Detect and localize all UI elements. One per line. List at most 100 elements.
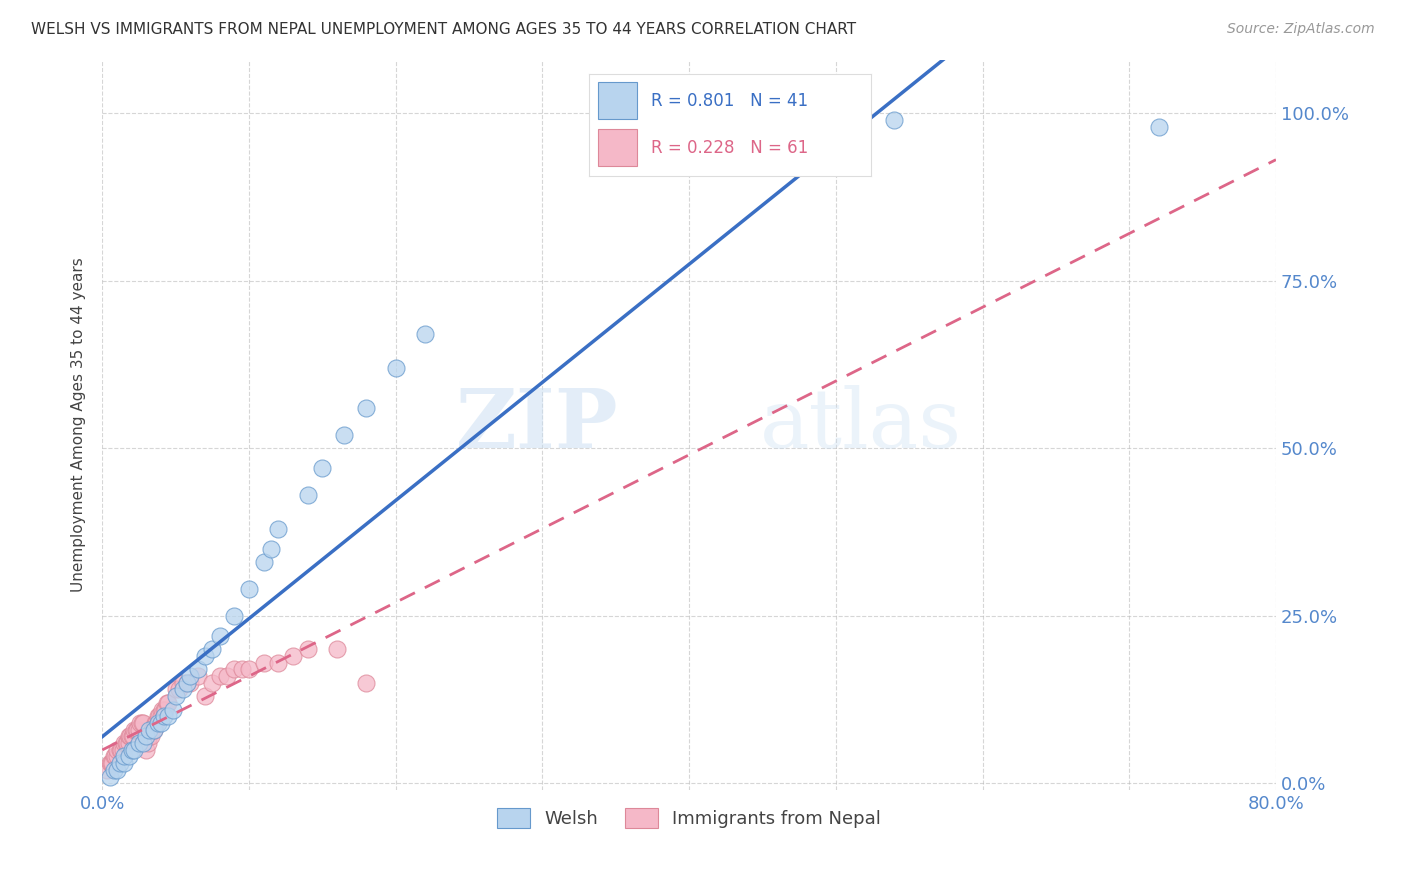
Point <box>128 723 150 737</box>
Point <box>153 709 176 723</box>
Point <box>146 709 169 723</box>
Point <box>883 112 905 127</box>
Point <box>110 742 132 756</box>
Point <box>333 427 356 442</box>
Point <box>117 736 139 750</box>
Point <box>384 360 406 375</box>
Point <box>238 662 260 676</box>
Point <box>129 715 152 730</box>
Point <box>142 723 165 737</box>
Point <box>149 709 172 723</box>
Point <box>231 662 253 676</box>
Point <box>98 770 121 784</box>
Point <box>201 675 224 690</box>
Point <box>172 675 194 690</box>
Point <box>132 736 155 750</box>
Point <box>194 648 217 663</box>
Point <box>112 756 135 771</box>
Point <box>176 675 198 690</box>
Point <box>311 461 333 475</box>
Point <box>143 715 166 730</box>
Text: WELSH VS IMMIGRANTS FROM NEPAL UNEMPLOYMENT AMONG AGES 35 TO 44 YEARS CORRELATIO: WELSH VS IMMIGRANTS FROM NEPAL UNEMPLOYM… <box>31 22 856 37</box>
Point <box>111 742 134 756</box>
Point <box>326 642 349 657</box>
Point <box>172 682 194 697</box>
Point <box>176 675 198 690</box>
Point <box>112 749 135 764</box>
Point <box>252 555 274 569</box>
Point <box>125 723 148 737</box>
Point <box>136 736 159 750</box>
Point <box>238 582 260 596</box>
Point <box>155 702 177 716</box>
Point <box>114 736 136 750</box>
Point <box>1147 120 1170 134</box>
Point <box>194 689 217 703</box>
Point <box>104 749 127 764</box>
Point <box>96 763 118 777</box>
Point <box>208 669 231 683</box>
Point <box>127 723 149 737</box>
Point <box>98 756 121 771</box>
Point <box>131 715 153 730</box>
Point <box>260 541 283 556</box>
Point <box>224 608 246 623</box>
Point <box>149 715 172 730</box>
Point <box>201 642 224 657</box>
Point <box>117 729 139 743</box>
Point <box>142 723 165 737</box>
Point <box>179 675 201 690</box>
Point <box>224 662 246 676</box>
Point <box>153 702 176 716</box>
Point <box>157 696 180 710</box>
Point <box>108 742 131 756</box>
Point <box>165 682 187 697</box>
Point <box>117 749 139 764</box>
Point <box>105 742 128 756</box>
Text: atlas: atlas <box>759 384 962 465</box>
Point <box>121 742 143 756</box>
Point <box>121 729 143 743</box>
Point <box>356 401 378 415</box>
Point <box>103 749 125 764</box>
Point <box>215 669 238 683</box>
Point <box>135 742 157 756</box>
Point <box>128 736 150 750</box>
Point <box>179 669 201 683</box>
Point <box>157 709 180 723</box>
Point <box>150 702 173 716</box>
Point <box>146 715 169 730</box>
Point <box>267 522 290 536</box>
Point <box>124 723 146 737</box>
Point <box>103 763 125 777</box>
Point <box>138 729 160 743</box>
Point <box>413 327 436 342</box>
Point <box>162 702 184 716</box>
Point <box>120 729 142 743</box>
Point <box>105 763 128 777</box>
Point <box>165 689 187 703</box>
Point <box>145 715 167 730</box>
Point <box>138 723 160 737</box>
Point <box>664 112 686 127</box>
Point <box>101 756 124 771</box>
Point <box>167 682 190 697</box>
Point <box>132 715 155 730</box>
Point <box>267 656 290 670</box>
Point <box>135 729 157 743</box>
Point <box>281 648 304 663</box>
Point <box>108 756 131 771</box>
Point <box>356 675 378 690</box>
Point <box>115 736 138 750</box>
Point <box>112 736 135 750</box>
Point <box>187 669 209 683</box>
Legend: Welsh, Immigrants from Nepal: Welsh, Immigrants from Nepal <box>491 800 889 836</box>
Point <box>141 723 163 737</box>
Y-axis label: Unemployment Among Ages 35 to 44 years: Unemployment Among Ages 35 to 44 years <box>72 258 86 592</box>
Point <box>139 729 162 743</box>
Point <box>100 756 122 771</box>
Point <box>208 629 231 643</box>
Point <box>297 642 319 657</box>
Text: ZIP: ZIP <box>456 384 619 465</box>
Point <box>297 488 319 502</box>
